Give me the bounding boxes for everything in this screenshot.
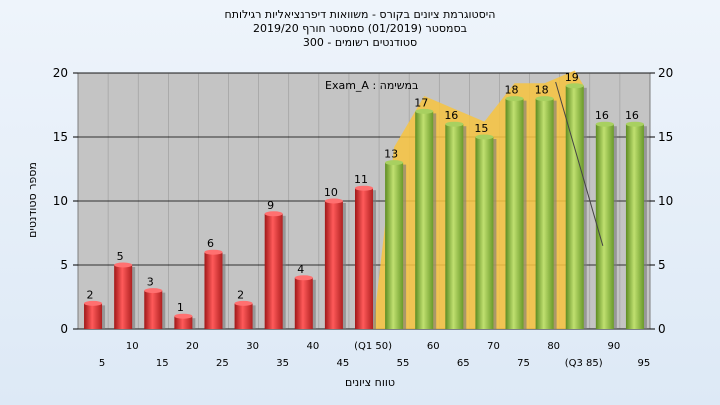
data-label: 19 <box>565 71 579 84</box>
data-label: 11 <box>354 173 368 186</box>
data-label: 16 <box>625 109 639 122</box>
bar <box>445 124 464 329</box>
bar <box>264 213 283 329</box>
bar-cap <box>234 300 253 306</box>
y-tick-label-left: 15 <box>53 130 68 144</box>
bar <box>535 98 554 329</box>
bar-cap <box>535 96 554 102</box>
bar <box>234 303 253 329</box>
bar-cap <box>625 121 644 127</box>
x-tick-label: 65 <box>457 358 470 369</box>
x-tick-label: 70 <box>487 341 500 352</box>
chart-title: היסטוגרמת ציונים בקורס - משוואות דיפרנצי… <box>224 8 496 21</box>
bar-cap <box>415 108 434 114</box>
bar-cap <box>294 275 313 281</box>
trend-line <box>555 81 604 246</box>
data-label: 17 <box>414 96 428 109</box>
chart-title-block: היסטוגרמת ציונים בקורס - משוואות דיפרנצי… <box>0 8 720 50</box>
x-axis-title: טווח ציונים <box>345 376 395 389</box>
bar-cap <box>565 83 584 89</box>
chart-subtitle-semester: בסמסטר (01/2019) סמסטר חורף 2019/20 <box>253 22 467 35</box>
x-tick-label: 20 <box>186 341 199 352</box>
y-tick-label-right: 20 <box>658 66 673 80</box>
x-tick-label: (Q1 50) <box>354 341 392 352</box>
bar <box>595 124 614 329</box>
x-tick-label: 95 <box>638 358 651 369</box>
bar-cap <box>114 262 133 268</box>
bar <box>415 111 434 330</box>
y-tick-label-left: 5 <box>60 258 68 272</box>
x-tick-label: 80 <box>547 341 560 352</box>
bar-cap <box>385 160 404 166</box>
bar <box>144 290 163 329</box>
data-label: 4 <box>297 263 304 276</box>
bar-cap <box>355 185 373 191</box>
data-label: 6 <box>207 237 214 250</box>
chart-subtitle-students: סטודנטים רשומים - 300 <box>302 36 418 49</box>
bar <box>385 162 404 329</box>
data-label: 13 <box>384 148 398 161</box>
bar <box>355 188 373 329</box>
data-label: 2 <box>87 288 94 301</box>
y-tick-label-right: 5 <box>658 258 666 272</box>
data-label: 5 <box>117 250 124 263</box>
bar-cap <box>144 288 163 294</box>
data-label: 18 <box>535 84 549 97</box>
y-tick-label-left: 10 <box>53 194 68 208</box>
data-label: 16 <box>444 109 458 122</box>
bar-cap <box>505 96 524 102</box>
x-tick-label: 40 <box>306 341 319 352</box>
y-tick-label-right: 10 <box>658 194 673 208</box>
data-label: 3 <box>147 276 154 289</box>
data-label: 1 <box>177 301 184 314</box>
bar-cap <box>475 134 494 140</box>
x-tick-label: 30 <box>246 341 259 352</box>
bar-cap <box>84 300 103 306</box>
bar <box>625 124 644 329</box>
bar <box>84 303 103 329</box>
bar <box>204 252 223 329</box>
bar <box>294 277 313 329</box>
x-tick-label: 15 <box>156 358 169 369</box>
bar-cap <box>174 313 193 319</box>
x-tick-label: 90 <box>608 341 621 352</box>
bar <box>174 316 193 329</box>
data-label: 9 <box>267 199 274 212</box>
x-tick-label: 45 <box>336 358 349 369</box>
data-label: 2 <box>237 288 244 301</box>
y-tick-label-left: 0 <box>60 322 68 336</box>
bar <box>475 137 494 329</box>
data-label: 18 <box>505 84 519 97</box>
y-tick-label-right: 0 <box>658 322 666 336</box>
x-tick-label: (Q3 85) <box>565 358 603 369</box>
x-tick-label: 25 <box>216 358 229 369</box>
x-tick-label: 35 <box>276 358 289 369</box>
bar <box>114 265 133 329</box>
x-tick-label: 75 <box>517 358 530 369</box>
bar <box>324 201 343 329</box>
x-tick-label: 5 <box>99 358 105 369</box>
y-tick-label-right: 15 <box>658 130 673 144</box>
x-tick-label: 55 <box>397 358 410 369</box>
bar-cap <box>204 249 223 255</box>
bar-cap <box>264 211 283 217</box>
x-tick-label: 60 <box>427 341 440 352</box>
bar <box>505 98 524 329</box>
data-label: 16 <box>595 109 609 122</box>
data-label: 10 <box>324 186 338 199</box>
bar-cap <box>445 121 464 127</box>
bars <box>84 83 647 330</box>
bar-cap <box>324 198 343 204</box>
y-tick-label-left: 20 <box>53 66 68 80</box>
data-label: 15 <box>474 122 488 135</box>
legend-label: Exam_A : במשימה <box>325 79 418 92</box>
bar <box>565 85 584 329</box>
x-tick-label: 10 <box>126 341 139 352</box>
bar-cap <box>595 121 614 127</box>
y-axis-title: מספר סטודנטים <box>26 162 39 238</box>
